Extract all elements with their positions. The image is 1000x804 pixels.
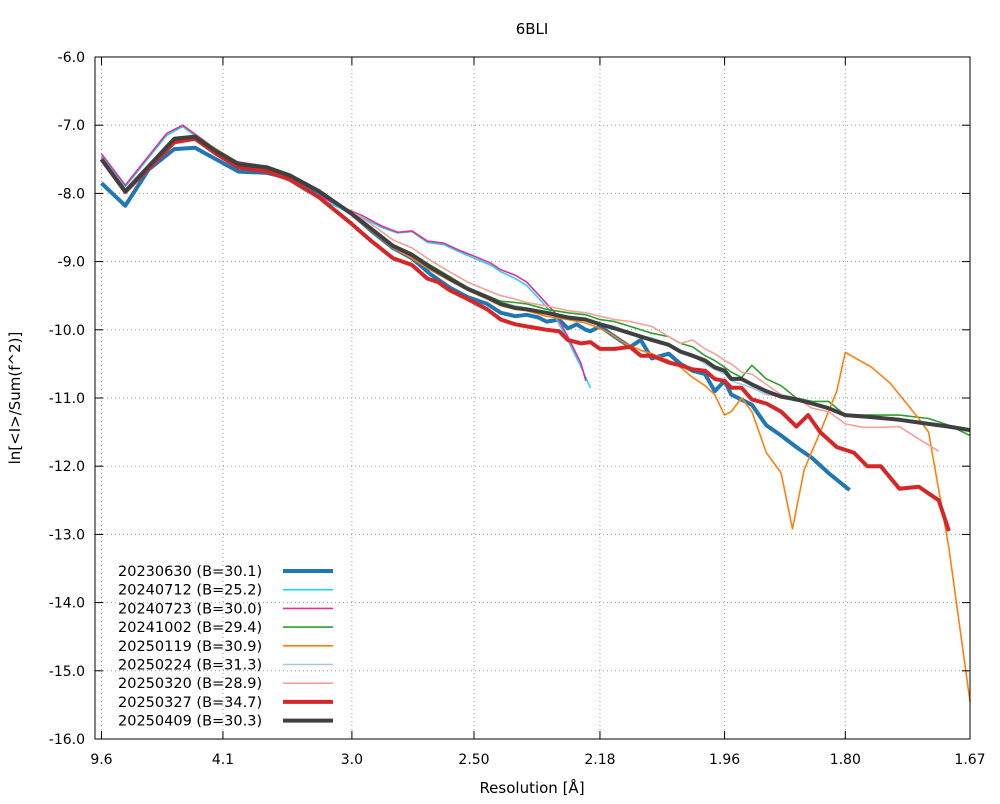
series-line-8 [99, 136, 951, 532]
chart-title: 6BLI [516, 20, 549, 38]
legend-label: 20250224 (B=31.3) [118, 658, 262, 674]
y-tick-label: -11.0 [49, 391, 85, 407]
legend-label: 20230630 (B=30.1) [118, 564, 262, 580]
y-tick-label: -15.0 [49, 664, 85, 680]
y-tick-label: -8.0 [58, 186, 85, 202]
x-tick-label: 2.50 [458, 752, 489, 768]
legend-label: 20240712 (B=25.2) [118, 583, 262, 599]
x-tick-label: 1.80 [830, 752, 861, 768]
y-tick-label: -12.0 [49, 459, 85, 475]
series-line-2 [100, 125, 592, 389]
x-tick-label: 4.1 [212, 752, 234, 768]
x-tick-label: 9.6 [90, 752, 112, 768]
y-tick-label: -10.0 [49, 323, 85, 339]
x-axis-label: Resolution [Å] [479, 778, 584, 797]
series-line-3 [100, 124, 587, 382]
series-line-1 [100, 145, 851, 492]
y-tick-label: -9.0 [58, 255, 85, 271]
legend-label: 20241002 (B=29.4) [118, 620, 262, 636]
x-tick-label: 2.18 [584, 752, 615, 768]
x-tick-label: 1.67 [954, 752, 985, 768]
y-tick-label: -13.0 [49, 527, 85, 543]
y-tick-label: -14.0 [49, 596, 85, 612]
series-layer [99, 124, 971, 702]
y-tick-label: -16.0 [49, 732, 85, 748]
legend-label: 20250119 (B=30.9) [118, 639, 262, 655]
legend-label: 20250409 (B=30.3) [118, 714, 262, 730]
legend-label: 20250320 (B=28.9) [118, 676, 262, 692]
legend-label: 20240723 (B=30.0) [118, 601, 262, 617]
series-line-6 [100, 135, 797, 403]
y-axis-label: ln[<I>/Sum(f^2)] [6, 332, 24, 465]
series-line-9 [99, 134, 971, 433]
legend-label: 20250327 (B=34.7) [118, 695, 262, 711]
x-tick-label: 1.96 [709, 752, 740, 768]
legend: 20230630 (B=30.1) 20240712 (B=25.2) 202407… [118, 564, 333, 730]
tick-layer: -16.0 -15.0 -14.0 -13.0 -12.0 -11.0 -10.0 -9.0 -… [49, 50, 986, 768]
y-tick-label: -7.0 [58, 118, 85, 134]
y-tick-label: -6.0 [58, 50, 85, 66]
series-line-4 [100, 134, 971, 437]
x-tick-label: 3.0 [341, 752, 363, 768]
